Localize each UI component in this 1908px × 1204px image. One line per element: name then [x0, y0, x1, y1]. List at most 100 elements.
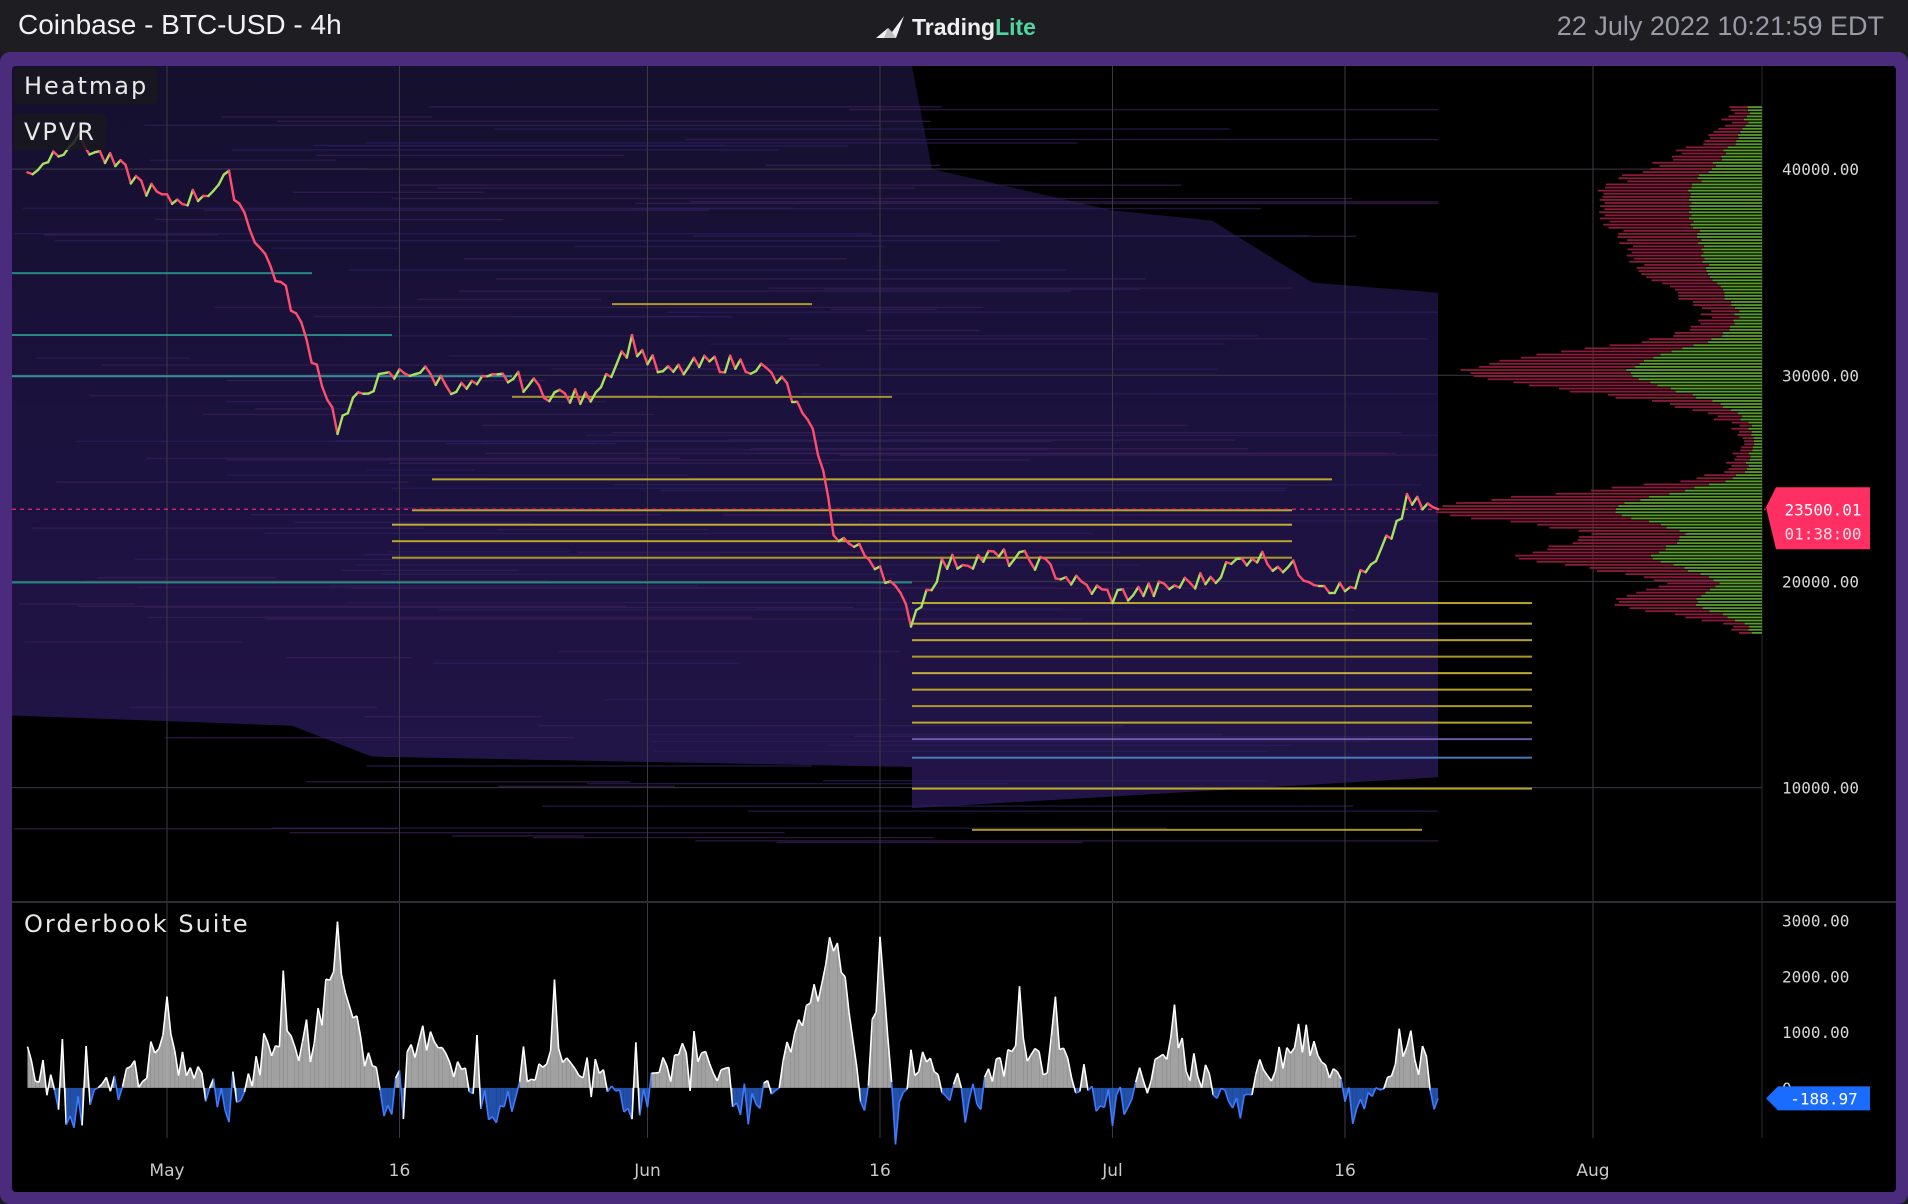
y-tick-label: 30000.00: [1782, 366, 1859, 385]
vp-ask-bar: [1646, 588, 1710, 591]
sub-line: [871, 1011, 877, 1020]
heatmap-texture: [611, 431, 1401, 434]
vp-bid-bar: [1702, 607, 1762, 610]
axes: May 16 Jun 16 Jul 16 Aug 40000.00 30000.00 20000.…: [149, 160, 1870, 1181]
vp-ask-bar: [1510, 520, 1649, 523]
vp-bid-bar: [1688, 217, 1762, 220]
sub-line: [425, 1031, 432, 1051]
sub-line: [1413, 1059, 1420, 1076]
vp-bid-bar: [1626, 369, 1762, 371]
sub-line: [1193, 1053, 1199, 1077]
sub-line: [232, 1071, 238, 1103]
sub-line: [173, 1050, 180, 1076]
sub-area: [318, 1007, 322, 1088]
sub-line: [1390, 1064, 1397, 1077]
heatmap-texture: [631, 207, 1261, 210]
price-segment: [1261, 550, 1269, 566]
sub-y-tick-label: 3000.00: [1782, 912, 1849, 931]
price-segment: [165, 193, 174, 206]
heatmap-texture: [695, 840, 1438, 842]
sub-line: [821, 964, 827, 984]
heatmap-texture: [452, 835, 584, 837]
vp-ask-bar: [1698, 319, 1734, 322]
sub-line: [1154, 1056, 1160, 1060]
vp-ask-bar: [1450, 514, 1622, 517]
heatmap-texture: [448, 355, 620, 357]
vp-bid-bar: [1747, 109, 1762, 112]
sub-line: [941, 1091, 947, 1097]
heatmap-texture: [788, 338, 1428, 340]
sub-area: [1096, 1087, 1101, 1112]
vp-ask-bar: [1532, 551, 1659, 554]
sub-line: [1332, 1068, 1338, 1073]
price-segment: [532, 377, 541, 387]
sub-area: [418, 1025, 423, 1088]
vp-ask-bar: [1638, 270, 1707, 272]
vp-ask-bar: [1471, 517, 1632, 520]
vp-ask-bar: [1489, 362, 1640, 365]
price-segment: [522, 384, 530, 394]
sub-line: [1239, 1094, 1246, 1119]
vp-bid-bar: [1748, 464, 1762, 467]
sub-line: [732, 1102, 738, 1108]
sub-line: [1034, 1047, 1040, 1053]
tradinglite-logo[interactable]: Trading Lite: [874, 12, 1036, 42]
vp-ask-bar: [1564, 563, 1674, 566]
vp-bid-bar: [1708, 576, 1762, 579]
sub-line: [414, 1041, 420, 1058]
sub-line: [418, 1025, 424, 1042]
sub-line: [1394, 1028, 1401, 1065]
vp-bid-bar: [1707, 341, 1762, 344]
sub-line: [1305, 1024, 1311, 1056]
heatmap-level: [912, 622, 1532, 625]
sub-line: [514, 1081, 521, 1098]
sub-area: [325, 979, 330, 1088]
vpvr-label[interactable]: VPVR: [14, 114, 106, 150]
sub-line: [406, 1044, 412, 1052]
heatmap-texture: [389, 462, 830, 465]
vp-bid-bar: [1639, 362, 1762, 365]
price-segment: [424, 365, 432, 376]
vp-bid-bar: [1734, 307, 1762, 310]
vp-ask-bar: [1614, 604, 1696, 606]
sub-line: [185, 1067, 191, 1077]
sub-line: [93, 1086, 99, 1091]
vp-bid-bar: [1650, 381, 1762, 384]
heatmap-texture: [214, 306, 984, 309]
sub-area: [697, 1052, 702, 1088]
chart-panel[interactable]: May 16 Jun 16 Jul 16 Aug 40000.00 30000.00 20000.…: [12, 66, 1896, 1192]
heatmap-label[interactable]: Heatmap: [14, 68, 159, 104]
vp-bid-bar: [1660, 560, 1762, 563]
sub-line: [848, 1011, 854, 1040]
price-segment: [920, 588, 928, 609]
vp-ask-bar: [1629, 607, 1703, 610]
sub-area: [1007, 1049, 1012, 1088]
price-segment: [1033, 555, 1042, 571]
sub-line: [952, 1072, 959, 1085]
sub-area: [623, 1087, 628, 1112]
price-segment: [36, 162, 45, 172]
orderbook-suite-label[interactable]: Orderbook Suite: [24, 910, 250, 938]
sub-area: [732, 1087, 737, 1107]
chart-canvas[interactable]: May 16 Jun 16 Jul 16 Aug 40000.00 30000.00 20000.…: [12, 66, 1896, 1192]
price-segment: [1374, 547, 1383, 563]
sub-line: [243, 1073, 250, 1093]
heatmap-texture: [458, 290, 1072, 292]
sub-area: [694, 1031, 698, 1088]
vp-bid-bar: [1730, 301, 1762, 303]
vp-bid-bar: [1658, 551, 1762, 554]
vp-ask-bar: [1680, 480, 1726, 483]
heatmap-texture: [497, 528, 709, 531]
sub-line: [1189, 1053, 1195, 1081]
sub-line: [325, 978, 330, 982]
vp-ask-bar: [1604, 214, 1692, 217]
sub-line: [813, 984, 819, 1002]
heatmap-texture: [313, 315, 703, 318]
heatmap-texture: [56, 481, 409, 483]
sub-line: [476, 1034, 482, 1109]
vp-bid-bar: [1693, 220, 1762, 223]
sub-line: [1123, 1106, 1129, 1116]
vp-ask-bar: [1607, 393, 1693, 396]
price-segment: [207, 189, 215, 198]
price-segment: [455, 381, 463, 394]
